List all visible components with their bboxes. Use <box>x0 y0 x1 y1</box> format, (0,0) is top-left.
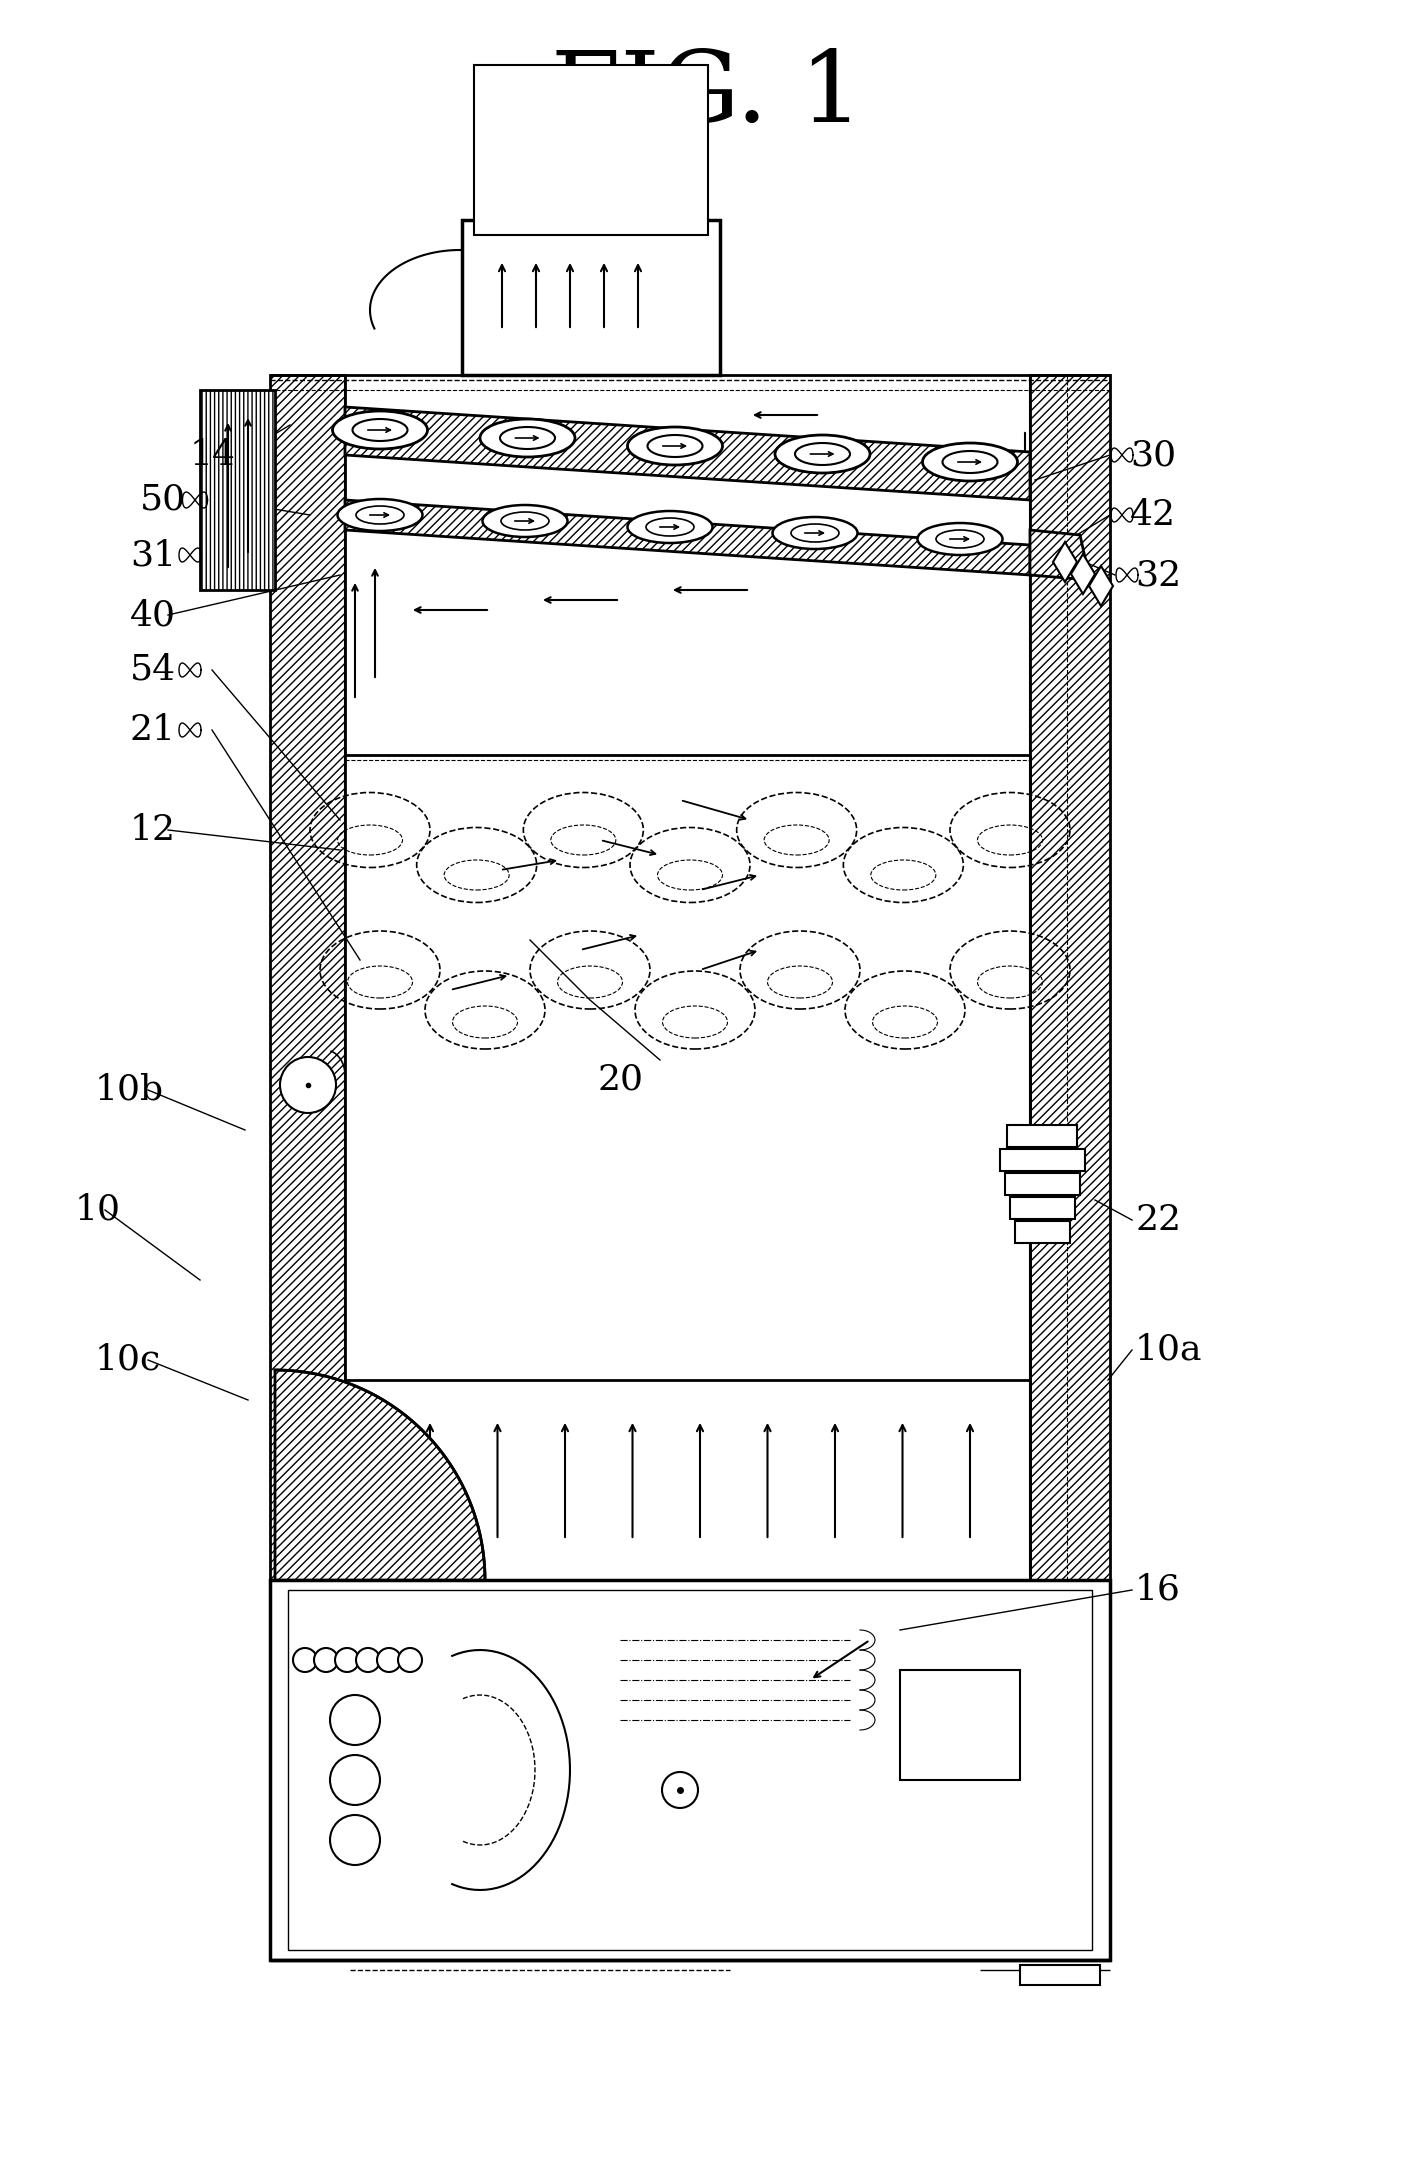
Bar <box>1005 1173 1080 1195</box>
Circle shape <box>329 1695 380 1745</box>
Polygon shape <box>1070 554 1094 593</box>
Text: 10: 10 <box>75 1193 122 1228</box>
Ellipse shape <box>772 517 857 550</box>
Circle shape <box>329 1815 380 1865</box>
Text: 20: 20 <box>597 1062 643 1097</box>
Ellipse shape <box>936 530 984 547</box>
Bar <box>899 1671 1019 1780</box>
Text: 40: 40 <box>130 598 175 632</box>
Ellipse shape <box>922 443 1018 482</box>
Text: 32: 32 <box>1135 558 1181 591</box>
Polygon shape <box>345 499 1029 576</box>
Bar <box>1019 1965 1100 1985</box>
Ellipse shape <box>332 410 427 449</box>
Ellipse shape <box>648 434 703 458</box>
Circle shape <box>397 1649 421 1673</box>
Bar <box>270 1579 1110 1961</box>
Polygon shape <box>1089 567 1113 606</box>
Ellipse shape <box>943 451 997 473</box>
Circle shape <box>356 1649 380 1673</box>
Text: 14: 14 <box>189 438 236 471</box>
Ellipse shape <box>775 434 870 473</box>
Ellipse shape <box>356 506 404 523</box>
Text: 16: 16 <box>1135 1573 1181 1607</box>
Polygon shape <box>1029 530 1090 580</box>
Ellipse shape <box>918 523 1003 554</box>
Ellipse shape <box>482 506 567 537</box>
Text: 50: 50 <box>140 482 187 517</box>
Ellipse shape <box>795 443 850 465</box>
Ellipse shape <box>352 419 407 441</box>
Ellipse shape <box>628 427 723 465</box>
Ellipse shape <box>646 519 694 537</box>
Text: 10a: 10a <box>1135 1333 1202 1367</box>
Text: 12: 12 <box>130 814 175 846</box>
Bar <box>199 390 274 591</box>
Ellipse shape <box>501 427 556 449</box>
Text: 42: 42 <box>1130 497 1176 532</box>
Polygon shape <box>274 1370 485 1579</box>
Circle shape <box>329 1756 380 1806</box>
Circle shape <box>378 1649 402 1673</box>
Bar <box>1007 1125 1077 1147</box>
Text: 10b: 10b <box>95 1073 164 1108</box>
Bar <box>345 1381 1029 1579</box>
Text: 10c: 10c <box>95 1343 161 1376</box>
Circle shape <box>280 1058 337 1112</box>
Ellipse shape <box>338 499 423 530</box>
Ellipse shape <box>790 523 839 543</box>
Bar <box>345 755 1029 1381</box>
Bar <box>270 375 345 1961</box>
Bar <box>1000 1149 1085 1171</box>
Bar <box>462 220 720 375</box>
Ellipse shape <box>501 513 549 530</box>
Bar <box>1015 1221 1070 1243</box>
Text: FIG. 1: FIG. 1 <box>551 48 863 144</box>
Circle shape <box>293 1649 317 1673</box>
Ellipse shape <box>479 419 575 458</box>
Text: 31: 31 <box>130 539 177 571</box>
Bar <box>1029 375 1110 1961</box>
Text: 22: 22 <box>1135 1204 1181 1237</box>
Bar <box>288 1590 1092 1950</box>
Polygon shape <box>345 408 1029 499</box>
Text: 21: 21 <box>130 713 175 748</box>
Polygon shape <box>1053 543 1077 582</box>
Text: 54: 54 <box>130 652 177 687</box>
Circle shape <box>335 1649 359 1673</box>
Ellipse shape <box>628 510 713 543</box>
Circle shape <box>314 1649 338 1673</box>
Text: 30: 30 <box>1130 438 1176 471</box>
Bar <box>474 65 708 236</box>
Circle shape <box>662 1771 699 1808</box>
Bar <box>1010 1197 1075 1219</box>
